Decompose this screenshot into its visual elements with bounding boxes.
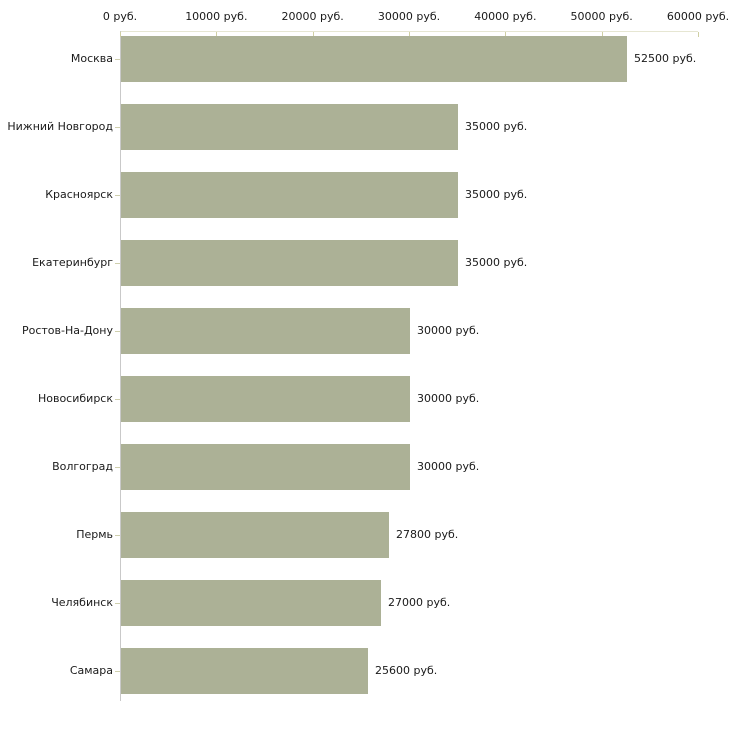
value-label: 52500 руб.	[634, 52, 697, 65]
value-label: 35000 руб.	[465, 120, 528, 133]
category-axis-tick-mark	[115, 603, 120, 604]
category-label: Челябинск	[51, 596, 113, 609]
bar	[121, 308, 410, 354]
category-axis-tick-mark	[115, 671, 120, 672]
category-axis-tick-mark	[115, 127, 120, 128]
bar	[121, 36, 627, 82]
bar	[121, 376, 410, 422]
category-axis-tick-mark	[115, 467, 120, 468]
category-axis-tick-mark	[115, 59, 120, 60]
category-axis-tick-mark	[115, 195, 120, 196]
category-axis-tick-mark	[115, 535, 120, 536]
x-axis-tick-mark	[409, 32, 410, 37]
category-axis-tick-mark	[115, 331, 120, 332]
x-axis-tick-label: 40000 руб.	[474, 10, 537, 23]
x-axis-tick-mark	[505, 32, 506, 37]
value-label: 30000 руб.	[417, 324, 480, 337]
category-label: Нижний Новгород	[7, 120, 113, 133]
x-axis-tick-mark	[120, 32, 121, 37]
value-label: 30000 руб.	[417, 460, 480, 473]
value-label: 27800 руб.	[396, 528, 459, 541]
x-axis-tick-mark	[313, 32, 314, 37]
category-label: Ростов-На-Дону	[21, 324, 113, 337]
x-axis-tick-mark	[698, 32, 699, 37]
x-axis-tick-label: 60000 руб.	[666, 10, 730, 23]
value-label: 30000 руб.	[417, 392, 480, 405]
x-axis-tick-label: 20000 руб.	[281, 10, 344, 23]
category-axis-tick-mark	[115, 263, 120, 264]
x-axis-tick-mark	[216, 32, 217, 37]
value-label: 35000 руб.	[465, 256, 528, 269]
bar	[121, 172, 458, 218]
x-axis-tick-label: 10000 руб.	[185, 10, 248, 23]
bar	[121, 512, 389, 558]
x-axis-tick-label: 0 руб.	[102, 10, 138, 23]
category-label: Красноярск	[45, 188, 113, 201]
bar	[121, 580, 381, 626]
x-axis-tick-label: 30000 руб.	[377, 10, 441, 23]
bar	[121, 104, 458, 150]
value-label: 27000 руб.	[388, 596, 451, 609]
category-label: Пермь	[76, 528, 113, 541]
x-axis-tick-mark	[602, 32, 603, 37]
category-label: Новосибирск	[37, 392, 113, 405]
x-axis-tick-label: 50000 руб.	[570, 10, 633, 23]
value-label: 25600 руб.	[375, 664, 438, 677]
category-label: Москва	[70, 52, 113, 65]
bar	[121, 648, 368, 694]
value-label: 35000 руб.	[465, 188, 528, 201]
category-axis-tick-mark	[115, 399, 120, 400]
bar	[121, 444, 410, 490]
bar	[121, 240, 458, 286]
category-label: Самара	[69, 664, 113, 677]
y-axis-line	[120, 31, 121, 701]
category-label: Волгоград	[52, 460, 113, 473]
x-axis-line	[120, 31, 698, 32]
category-label: Екатеринбург	[32, 256, 113, 269]
